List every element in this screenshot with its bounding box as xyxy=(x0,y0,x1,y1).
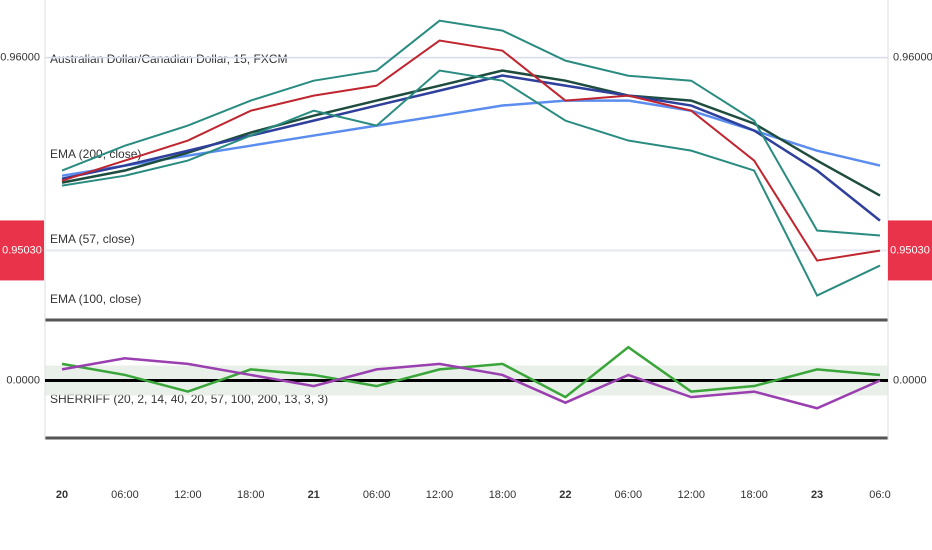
price-label-box xyxy=(0,220,44,281)
x-tick-label: 21 xyxy=(308,489,320,501)
x-tick-label: 06:00 xyxy=(363,489,391,501)
y-tick-label: 0.96000 xyxy=(0,52,40,64)
series-line xyxy=(61,345,881,399)
y-tick-label: 0.96000 xyxy=(893,52,932,64)
series-line xyxy=(61,357,881,410)
chart-title: Australian Dollar/Canadian Dollar, 15, F… xyxy=(50,52,287,66)
indicator-title: SHERRIFF (20, 2, 14, 40, 20, 57, 100, 20… xyxy=(50,392,328,406)
x-tick-label: 06:0 xyxy=(869,489,890,501)
x-tick-label: 12:00 xyxy=(677,489,705,501)
legend-entry: EMA (100, close) xyxy=(50,292,141,306)
x-tick-label: 12:00 xyxy=(174,489,202,501)
x-tick-label: 22 xyxy=(559,489,571,501)
x-tick-label: 18:00 xyxy=(237,489,265,501)
legend-entry: EMA (200, close) xyxy=(50,147,141,161)
price-label-box xyxy=(888,220,932,281)
y-tick-label: 0.0000 xyxy=(893,374,927,386)
last-price-label: 0.95030 xyxy=(2,244,42,256)
x-tick-label: 20 xyxy=(56,489,68,501)
x-tick-label: 06:00 xyxy=(111,489,139,501)
series-line xyxy=(61,19,881,237)
y-tick-label: 0.0000 xyxy=(6,374,40,386)
legend-entry: EMA (57, close) xyxy=(50,232,135,246)
series-line xyxy=(61,69,881,297)
x-tick-label: 23 xyxy=(811,489,823,501)
x-tick-label: 12:00 xyxy=(426,489,454,501)
last-price-label: 0.95030 xyxy=(890,244,930,256)
x-tick-label: 18:00 xyxy=(489,489,517,501)
x-tick-label: 18:00 xyxy=(740,489,768,501)
series-line xyxy=(61,74,881,222)
series-line xyxy=(61,39,881,262)
x-tick-label: 06:00 xyxy=(615,489,643,501)
